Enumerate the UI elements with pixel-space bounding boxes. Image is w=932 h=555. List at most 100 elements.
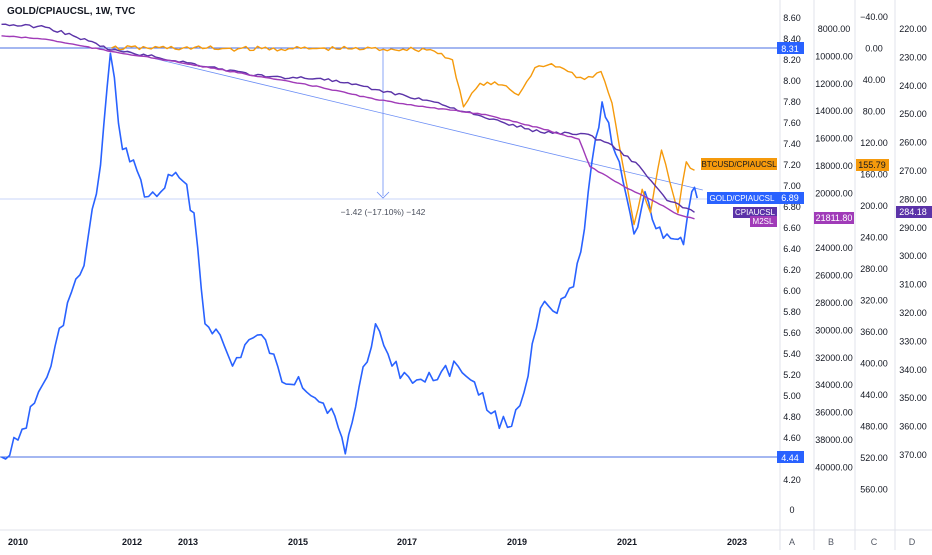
axis-b-tick-label: 32000.00 <box>815 353 853 363</box>
value-label-gold: 6.89 <box>781 193 799 203</box>
axis-d-tick-label: 330.00 <box>899 336 927 346</box>
axis-d-tick-label: 360.00 <box>899 422 927 432</box>
axis-c-tick-label: −40.00 <box>860 12 888 22</box>
axis-a-tick-label: 7.00 <box>783 181 801 191</box>
legend-label-btc: BTCUSD/CPIAUCSL <box>701 160 777 169</box>
axis-d-tick-label: 240.00 <box>899 81 927 91</box>
axis-b-tick-label: 14000.00 <box>815 106 853 116</box>
axis-d-tick-label: 290.00 <box>899 223 927 233</box>
axis-b-tick-label: 30000.00 <box>815 325 853 335</box>
legend-box-cpi <box>733 207 777 218</box>
axis-c-tick-label: 560.00 <box>860 485 888 495</box>
axis-b-tick-label: 28000.00 <box>815 298 853 308</box>
axis-c-tick-label: 360.00 <box>860 327 888 337</box>
axis-a-tick-label: 7.40 <box>783 139 801 149</box>
price-line-label-box <box>777 42 804 54</box>
axis-a-tick-label: 6.80 <box>783 202 801 212</box>
x-tick-label: 2015 <box>288 537 308 547</box>
axis-b-tick-label: 16000.00 <box>815 134 853 144</box>
axis-letter: C <box>871 537 878 547</box>
axis-c-tick-label: 320.00 <box>860 296 888 306</box>
axis-letter: A <box>789 537 795 547</box>
x-tick-label: 2023 <box>727 537 747 547</box>
axis-a-tick-label: 6.20 <box>783 265 801 275</box>
x-tick-label: 2019 <box>507 537 527 547</box>
axis-c-tick-label: 520.00 <box>860 453 888 463</box>
axis-a-tick-label: 7.20 <box>783 160 801 170</box>
x-tick-label: 2021 <box>617 537 637 547</box>
axis-d-tick-label: 280.00 <box>899 194 927 204</box>
trendline <box>110 47 703 191</box>
axis-d-tick-label: 220.00 <box>899 24 927 34</box>
axis-a-tick-label: 6.60 <box>783 223 801 233</box>
value-box-gold <box>777 192 804 204</box>
axis-a-tick-label: 4.60 <box>783 433 801 443</box>
axis-c-tick-label: 120.00 <box>860 138 888 148</box>
value-box-cpi <box>896 206 932 218</box>
value-label-m2: 21811.80 <box>816 213 853 223</box>
axis-b-tick-label: 10000.00 <box>815 51 853 61</box>
axis-letter: D <box>909 537 916 547</box>
value-label-btc: 155.79 <box>858 160 886 170</box>
axis-c-tick-label: 40.00 <box>863 75 886 85</box>
series-line <box>111 45 695 226</box>
axis-c-tick-label: 480.00 <box>860 422 888 432</box>
axis-a-tick-label: 5.00 <box>783 391 801 401</box>
axis-a-tick-label: 5.40 <box>783 349 801 359</box>
series-line <box>1 52 698 460</box>
price-line-label: 8.31 <box>781 44 799 54</box>
axis-b-tick-label: 12000.00 <box>815 79 853 89</box>
x-tick-label: 2012 <box>122 537 142 547</box>
x-tick-label: 2013 <box>178 537 198 547</box>
axis-d-tick-label: 320.00 <box>899 308 927 318</box>
axis-b-tick-label: 26000.00 <box>815 271 853 281</box>
axis-c-tick-label: 400.00 <box>860 359 888 369</box>
legend-label-m2: M2SL <box>753 217 774 226</box>
axis-d-tick-label: 270.00 <box>899 166 927 176</box>
value-box-m2 <box>814 212 854 224</box>
axis-a-tick-label: 5.60 <box>783 328 801 338</box>
axis-letter: B <box>828 537 834 547</box>
axis-b-tick-label: 20000.00 <box>815 188 853 198</box>
axis-b-tick-label: 40000.00 <box>815 462 853 472</box>
axis-a-tick-label: 0 <box>789 505 794 515</box>
axis-b-tick-label: 36000.00 <box>815 408 853 418</box>
legend-box-m2 <box>750 216 777 227</box>
value-box-btc <box>856 159 889 171</box>
x-tick-label: 2010 <box>8 537 28 547</box>
axis-a-tick-label: 8.00 <box>783 76 801 86</box>
legend-box-btc <box>701 158 777 170</box>
axis-c-tick-label: 440.00 <box>860 390 888 400</box>
axis-c-tick-label: 160.00 <box>860 170 888 180</box>
axis-b-tick-label: 8000.00 <box>818 24 851 34</box>
axis-d-tick-label: 230.00 <box>899 52 927 62</box>
value-label-cpi: 284.18 <box>899 207 927 217</box>
axis-b-tick-label: 38000.00 <box>815 435 853 445</box>
axis-a-tick-label: 5.80 <box>783 307 801 317</box>
axis-d-tick-label: 310.00 <box>899 280 927 290</box>
legend-box-gold <box>707 192 777 204</box>
axis-a-tick-label: 7.60 <box>783 118 801 128</box>
price-line-label-box <box>777 451 804 463</box>
axis-a-tick-label: 8.20 <box>783 55 801 65</box>
axis-d-tick-label: 250.00 <box>899 109 927 119</box>
legend-label-gold: GOLD/CPIAUCSL <box>710 194 775 203</box>
axis-c-tick-label: 0.00 <box>865 44 883 54</box>
legend-label-cpi: CPIAUCSL <box>735 208 776 217</box>
axis-a-tick-label: 5.20 <box>783 370 801 380</box>
axis-a-tick-label: 4.80 <box>783 412 801 422</box>
series-line <box>1 35 695 220</box>
measurement-arrow-head <box>376 191 390 199</box>
axis-a-tick-label: 8.60 <box>783 13 801 23</box>
axis-d-tick-label: 350.00 <box>899 393 927 403</box>
axis-d-tick-label: 300.00 <box>899 251 927 261</box>
measurement-label: −1.42 (−17.10%) −142 <box>341 207 426 217</box>
axis-a-tick-label: 6.40 <box>783 244 801 254</box>
axis-a-tick-label: 4.20 <box>783 475 801 485</box>
chart-title: GOLD/CPIAUCSL, 1W, TVC <box>7 6 136 17</box>
axis-c-tick-label: 80.00 <box>863 107 886 117</box>
x-tick-label: 2017 <box>397 537 417 547</box>
axis-d-tick-label: 370.00 <box>899 450 927 460</box>
